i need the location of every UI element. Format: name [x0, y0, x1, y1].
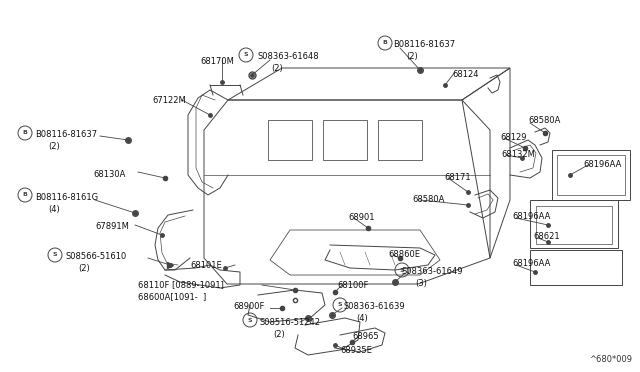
Bar — [530, 250, 622, 285]
Text: 68900F: 68900F — [233, 302, 264, 311]
Text: 68110F [0889-1091]: 68110F [0889-1091] — [138, 280, 224, 289]
Text: (2): (2) — [273, 330, 285, 339]
Text: 68196AA: 68196AA — [583, 160, 621, 169]
Text: 68600A[1091-  ]: 68600A[1091- ] — [138, 292, 206, 301]
Text: 68580A: 68580A — [528, 116, 561, 125]
Text: B08116-81637: B08116-81637 — [35, 130, 97, 139]
Text: S: S — [52, 253, 58, 257]
Text: B: B — [383, 41, 387, 45]
Text: 68580A: 68580A — [412, 195, 444, 204]
Text: (2): (2) — [271, 64, 283, 73]
Text: 68196AA: 68196AA — [512, 259, 550, 268]
Text: 68124: 68124 — [452, 70, 479, 79]
Bar — [557, 155, 625, 195]
Bar — [552, 150, 630, 200]
Text: (3): (3) — [415, 279, 427, 288]
Text: 68860E: 68860E — [388, 250, 420, 259]
Text: S08363-61649: S08363-61649 — [402, 267, 463, 276]
Text: (2): (2) — [406, 52, 418, 61]
Text: 68129: 68129 — [500, 133, 527, 142]
Text: S: S — [400, 267, 404, 273]
Text: 68101E: 68101E — [190, 261, 221, 270]
Text: 68130A: 68130A — [93, 170, 125, 179]
Text: S08363-61639: S08363-61639 — [343, 302, 404, 311]
Bar — [536, 206, 612, 244]
Text: (2): (2) — [48, 142, 60, 151]
Text: S08566-51610: S08566-51610 — [65, 252, 126, 261]
Text: (4): (4) — [48, 205, 60, 214]
Text: 68621: 68621 — [533, 232, 559, 241]
Text: (4): (4) — [356, 314, 368, 323]
Text: 67122M: 67122M — [152, 96, 186, 105]
Text: 68901: 68901 — [348, 213, 374, 222]
Text: B: B — [22, 131, 28, 135]
Text: S08363-61648: S08363-61648 — [258, 52, 319, 61]
Text: B: B — [22, 192, 28, 198]
Text: 68132M: 68132M — [501, 150, 535, 159]
Text: ^680*009: ^680*009 — [589, 355, 632, 364]
Text: B08116-81637: B08116-81637 — [393, 40, 455, 49]
Text: S08516-51242: S08516-51242 — [260, 318, 321, 327]
Text: 67891M: 67891M — [95, 222, 129, 231]
Text: 68170M: 68170M — [200, 57, 234, 66]
Text: S: S — [248, 317, 252, 323]
Text: 68196AA: 68196AA — [512, 212, 550, 221]
Bar — [530, 200, 618, 248]
Text: 68935E: 68935E — [340, 346, 372, 355]
Text: S: S — [244, 52, 248, 58]
Text: (2): (2) — [78, 264, 90, 273]
Text: 68171: 68171 — [444, 173, 470, 182]
Text: 68100F: 68100F — [337, 281, 369, 290]
Text: S: S — [338, 302, 342, 308]
Text: B08116-8161G: B08116-8161G — [35, 193, 98, 202]
Text: 68965: 68965 — [352, 332, 379, 341]
